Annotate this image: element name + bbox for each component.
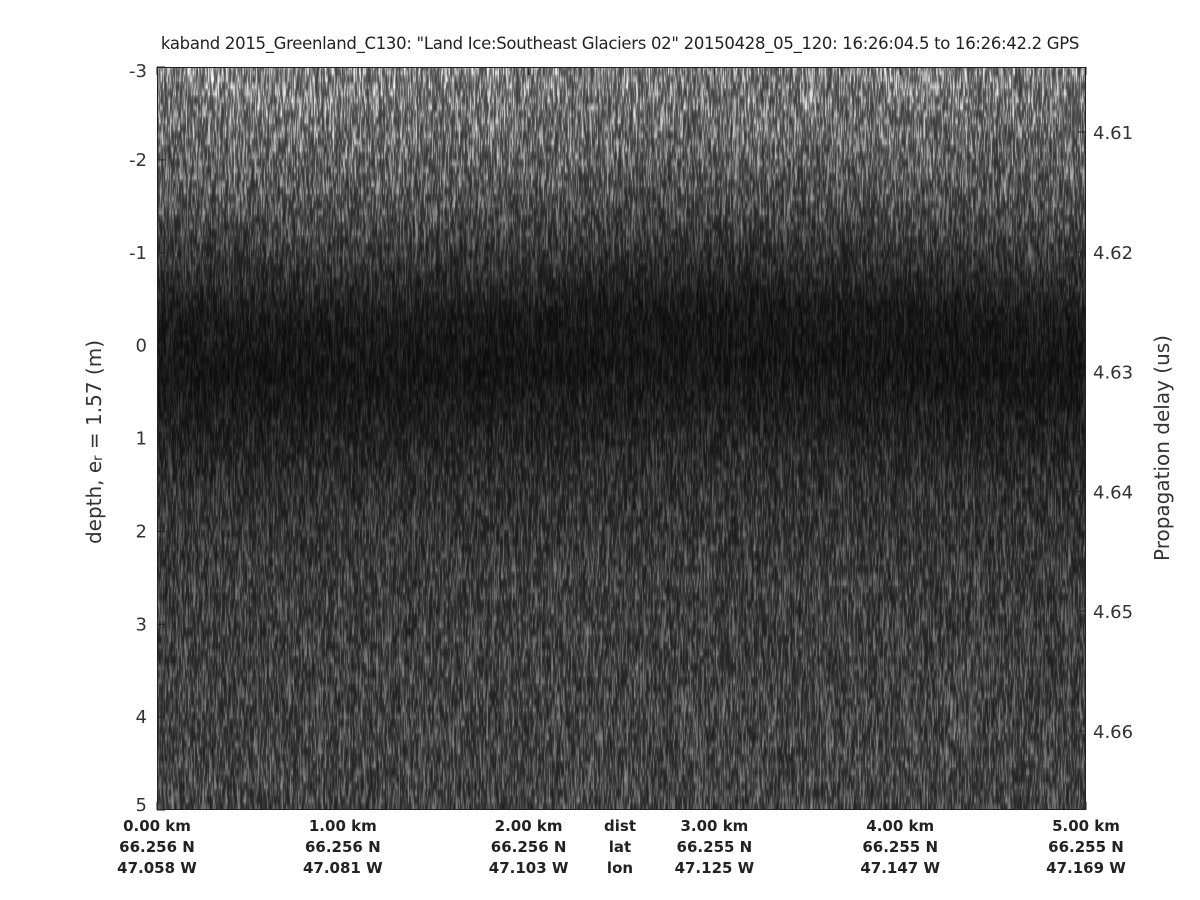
y-tick-label-left: 1	[136, 429, 147, 450]
y-tick-label-right: 4.65	[1093, 602, 1133, 623]
x-tick-lon-label: 47.103 W	[489, 861, 569, 876]
x-tick-dist-label: 5.00 km	[1052, 819, 1120, 834]
y-tick-label-right: 4.64	[1093, 482, 1133, 503]
y-tick-label-right: 4.61	[1093, 123, 1133, 144]
y-tick-label-right: 4.62	[1093, 243, 1133, 264]
x-tick-lon-label: 47.125 W	[675, 861, 755, 876]
y-label-rest: = 1.57 (m)	[82, 340, 106, 455]
x-row-label-dist: dist	[604, 819, 636, 834]
x-tick-lat-label: 66.256 N	[305, 840, 381, 855]
x-tick-lon-label: 47.147 W	[860, 861, 940, 876]
x-tick-lon-label: 47.081 W	[303, 861, 383, 876]
x-tick-lat-label: 66.255 N	[1048, 840, 1124, 855]
x-tick-lon-label: 47.058 W	[117, 861, 197, 876]
y-tick-label-left: 5	[136, 795, 147, 816]
x-tick-lon-label: 47.169 W	[1046, 861, 1126, 876]
x-tick-lat-label: 66.255 N	[862, 840, 938, 855]
y-tick-label-left: 0	[136, 336, 147, 357]
x-tick-dist-label: 3.00 km	[680, 819, 748, 834]
x-row-label-lat: lat	[609, 840, 631, 855]
x-tick-lat-label: 66.256 N	[119, 840, 195, 855]
y-tick-label-left: 2	[136, 521, 147, 542]
y-label-main: depth, e	[82, 461, 106, 544]
y-tick-label-left: -2	[129, 150, 147, 171]
y-label-subscript: r	[91, 455, 106, 460]
x-tick-dist-label: 2.00 km	[495, 819, 563, 834]
x-tick-dist-label: 0.00 km	[123, 819, 191, 834]
x-tick-dist-label: 1.00 km	[309, 819, 377, 834]
x-tick-dist-label: 4.00 km	[866, 819, 934, 834]
x-tick-lat-label: 66.255 N	[677, 840, 753, 855]
x-tick-lat-label: 66.256 N	[491, 840, 567, 855]
y-tick-label-left: 3	[136, 614, 147, 635]
y-tick-label-left: -1	[129, 243, 147, 264]
y-axis-label-right: Propagation delay (us)	[1152, 335, 1172, 561]
y-tick-label-left: -3	[129, 61, 147, 82]
y-tick-label-right: 4.63	[1093, 363, 1133, 384]
y-tick-label-right: 4.66	[1093, 722, 1133, 743]
y-tick-label-left: 4	[136, 707, 147, 728]
x-row-label-lon: lon	[607, 861, 633, 876]
y-axis-label-left: depth, er = 1.57 (m)	[84, 340, 105, 544]
